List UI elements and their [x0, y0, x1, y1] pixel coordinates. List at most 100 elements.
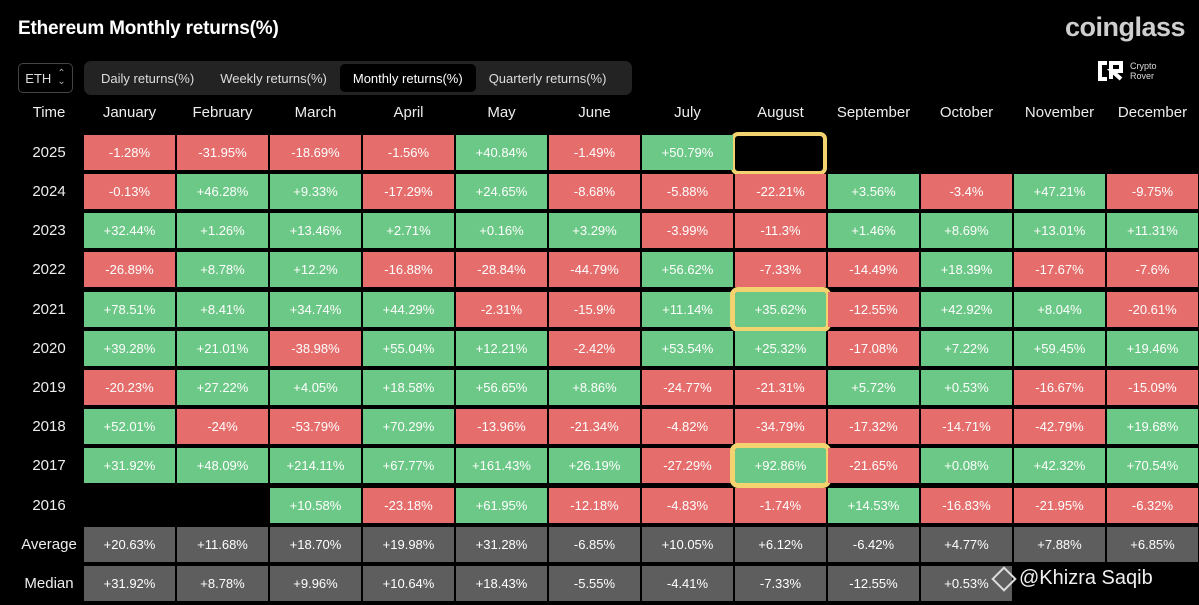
return-cell-2022-march: +12.2% [270, 252, 361, 287]
return-cell-2025-june: -1.49% [549, 135, 640, 170]
return-cell-2021-july: +11.14% [642, 292, 733, 327]
column-header-march: March [294, 104, 337, 121]
return-cell-2021-august: +35.62% [730, 287, 831, 332]
row-label-2019: 2019 [32, 379, 66, 396]
return-cell-2024-january: -0.13% [84, 174, 175, 209]
return-cell-2024-september: +3.56% [828, 174, 919, 209]
column-header-november: November [1024, 104, 1095, 121]
return-cell-2019-august: -21.31% [735, 370, 826, 405]
return-cell-2024-august: -22.21% [735, 174, 826, 209]
row-label-2024: 2024 [32, 183, 66, 200]
return-cell-2016-july: -4.83% [642, 488, 733, 523]
column-header-october: October [939, 104, 994, 121]
return-cell-2019-january: -20.23% [84, 370, 175, 405]
return-cell-2017-may: +161.43% [456, 448, 547, 483]
tab-monthly[interactable]: Monthly returns(%) [339, 64, 476, 92]
return-cell-2025-march: -18.69% [270, 135, 361, 170]
return-cell-2019-october: +0.53% [921, 370, 1012, 405]
return-cell-2020-december: +19.46% [1107, 331, 1198, 366]
diamond-icon [991, 565, 1017, 592]
return-cell-2017-june: +26.19% [549, 448, 640, 483]
return-cell-2019-march: +4.05% [270, 370, 361, 405]
return-cell-2022-october: +18.39% [921, 252, 1012, 287]
row-label-median: Median [24, 575, 74, 592]
row-label-2023: 2023 [32, 222, 66, 239]
return-cell-2016-october: -16.83% [921, 488, 1012, 523]
return-cell-2021-october: +42.92% [921, 292, 1012, 327]
return-cell-2022-april: -16.88% [363, 252, 454, 287]
return-cell-median-january: +31.92% [84, 566, 175, 601]
return-cell-2024-april: -17.29% [363, 174, 454, 209]
return-cell-2022-may: -28.84% [456, 252, 547, 287]
return-cell-2017-january: +31.92% [84, 448, 175, 483]
return-cell-2024-july: -5.88% [642, 174, 733, 209]
return-cell-2023-september: +1.46% [828, 213, 919, 248]
return-cell-2016-june: -12.18% [549, 488, 640, 523]
return-cell-2025-may: +40.84% [456, 135, 547, 170]
column-header-april: April [393, 104, 424, 121]
return-cell-2018-february: -24% [177, 409, 268, 444]
return-cell-2016-august: -1.74% [735, 488, 826, 523]
return-cell-average-december: +6.85% [1107, 527, 1198, 562]
return-cell-2024-december: -9.75% [1107, 174, 1198, 209]
symbol-select[interactable]: ETH ⌃ ⌄ [18, 63, 73, 93]
row-label-2025: 2025 [32, 144, 66, 161]
return-cell-2023-february: +1.26% [177, 213, 268, 248]
return-cell-2021-december: -20.61% [1107, 292, 1198, 327]
return-cell-2017-november: +42.32% [1014, 448, 1105, 483]
return-cell-2018-december: +19.68% [1107, 409, 1198, 444]
return-cell-2020-may: +12.21% [456, 331, 547, 366]
return-cell-2018-october: -14.71% [921, 409, 1012, 444]
return-cell-2021-june: -15.9% [549, 292, 640, 327]
return-cell-2016-november: -21.95% [1014, 488, 1105, 523]
return-cell-2025-january: -1.28% [84, 135, 175, 170]
return-cell-2020-november: +59.45% [1014, 331, 1105, 366]
return-cell-2025-february: -31.95% [177, 135, 268, 170]
watermark-text: @Khizra Saqib [1019, 567, 1153, 589]
return-cell-2021-february: +8.41% [177, 292, 268, 327]
row-label-2018: 2018 [32, 418, 66, 435]
return-cell-average-june: -6.85% [549, 527, 640, 562]
column-header-january: January [102, 104, 157, 121]
return-cell-2019-april: +18.58% [363, 370, 454, 405]
return-cell-2020-march: -38.98% [270, 331, 361, 366]
return-cell-average-september: -6.42% [828, 527, 919, 562]
row-label-2016: 2016 [32, 497, 66, 514]
return-cell-2022-august: -7.33% [735, 252, 826, 287]
return-cell-median-july: -4.41% [642, 566, 733, 601]
return-cell-2023-may: +0.16% [456, 213, 547, 248]
tab-daily[interactable]: Daily returns(%) [101, 70, 195, 86]
return-cell-median-june: -5.55% [549, 566, 640, 601]
return-cell-2023-june: +3.29% [549, 213, 640, 248]
tab-weekly[interactable]: Weekly returns(%) [220, 70, 327, 86]
column-header-may: May [487, 104, 516, 121]
return-cell-2023-april: +2.71% [363, 213, 454, 248]
return-cell-2016-march: +10.58% [270, 488, 361, 523]
return-cell-2020-april: +55.04% [363, 331, 454, 366]
column-header-december: December [1117, 104, 1188, 121]
return-cell-2022-february: +8.78% [177, 252, 268, 287]
return-cell-median-march: +9.96% [270, 566, 361, 601]
return-cell-2017-july: -27.29% [642, 448, 733, 483]
return-cell-2019-december: -15.09% [1107, 370, 1198, 405]
return-cell-2018-june: -21.34% [549, 409, 640, 444]
return-cell-2024-march: +9.33% [270, 174, 361, 209]
return-cell-2016-december: -6.32% [1107, 488, 1198, 523]
return-cell-2023-july: -3.99% [642, 213, 733, 248]
column-header-july: July [674, 104, 701, 121]
return-cell-median-august: -7.33% [735, 566, 826, 601]
tab-quarterly[interactable]: Quarterly returns(%) [488, 70, 607, 86]
return-cell-2024-june: -8.68% [549, 174, 640, 209]
brand-logo: coinglass [1064, 12, 1186, 42]
watermark: @Khizra Saqib [991, 565, 1153, 592]
return-cell-2020-january: +39.28% [84, 331, 175, 366]
crypto-rover-icon [1098, 61, 1123, 81]
badge-line-2: Rover [1130, 71, 1155, 81]
return-cell-2022-june: -44.79% [549, 252, 640, 287]
return-cell-average-november: +7.88% [1014, 527, 1105, 562]
return-cell-median-may: +18.43% [456, 566, 547, 601]
return-cell-2023-august: -11.3% [735, 213, 826, 248]
return-cell-2021-april: +44.29% [363, 292, 454, 327]
return-cell-2016-september: +14.53% [828, 488, 919, 523]
return-cell-2024-october: -3.4% [921, 174, 1012, 209]
